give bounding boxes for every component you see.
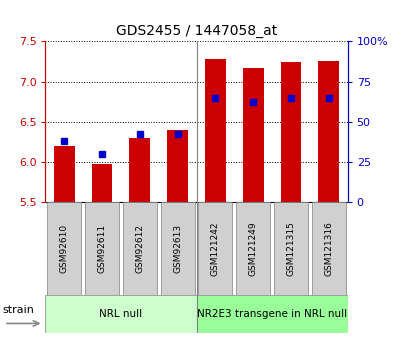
Bar: [205, 59, 226, 202]
Bar: [130, 138, 150, 202]
Text: GSM92613: GSM92613: [173, 224, 182, 273]
Bar: [92, 164, 113, 202]
Bar: [123, 202, 157, 295]
Bar: [198, 202, 232, 295]
Bar: [312, 202, 346, 295]
Text: GSM92611: GSM92611: [98, 224, 107, 273]
Bar: [47, 202, 81, 295]
Text: strain: strain: [2, 305, 34, 315]
Bar: [243, 68, 263, 202]
Bar: [274, 202, 308, 295]
Text: GSM121249: GSM121249: [249, 221, 258, 276]
Bar: [45, 295, 197, 333]
Bar: [318, 61, 339, 202]
Text: NR2E3 transgene in NRL null: NR2E3 transgene in NRL null: [197, 309, 347, 319]
Bar: [236, 202, 270, 295]
Bar: [54, 146, 75, 202]
Text: GSM92612: GSM92612: [135, 224, 144, 273]
Title: GDS2455 / 1447058_at: GDS2455 / 1447058_at: [116, 23, 277, 38]
Text: GSM92610: GSM92610: [60, 224, 69, 273]
Bar: [280, 62, 301, 202]
Text: GSM121315: GSM121315: [286, 221, 295, 276]
Text: NRL null: NRL null: [100, 309, 143, 319]
Text: GSM121316: GSM121316: [324, 221, 333, 276]
Bar: [167, 130, 188, 202]
Bar: [197, 295, 348, 333]
Bar: [85, 202, 119, 295]
Text: GSM121242: GSM121242: [211, 221, 220, 276]
Bar: [161, 202, 195, 295]
